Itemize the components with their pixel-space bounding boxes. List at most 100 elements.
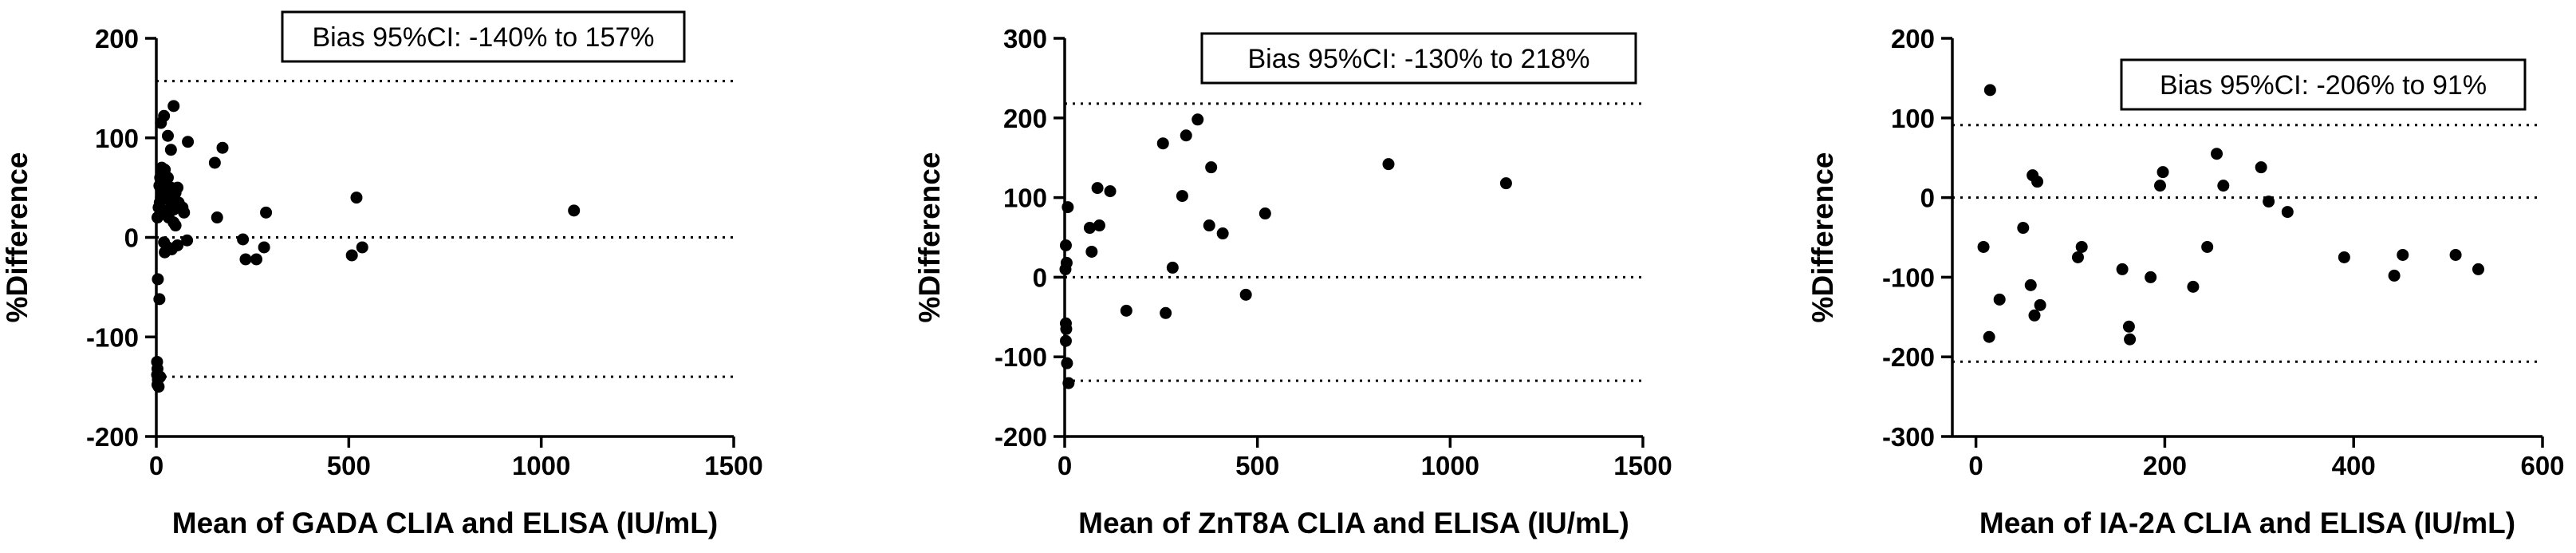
y-tick-label: 100 <box>1891 104 1935 133</box>
data-point <box>152 273 164 286</box>
data-point <box>2017 222 2030 235</box>
bias-annotation-text: Bias 95%CI: -206% to 91% <box>2160 70 2487 101</box>
data-point <box>239 253 252 266</box>
y-tick-label: 200 <box>1891 24 1935 53</box>
y-axis-title: %Difference <box>913 152 946 323</box>
data-point <box>1205 161 1218 174</box>
data-point <box>2024 278 2037 291</box>
data-point <box>161 172 174 184</box>
data-point <box>345 249 358 262</box>
data-point <box>1983 330 1995 343</box>
data-point <box>1083 222 1096 235</box>
data-point <box>1499 177 1512 190</box>
data-point <box>1382 158 1395 171</box>
y-axis-title: %Difference <box>1806 152 1839 323</box>
data-point <box>181 234 194 247</box>
bias-annotation-box <box>281 10 686 63</box>
data-point <box>2217 180 2230 192</box>
data-point <box>1216 227 1229 240</box>
data-point <box>1203 219 1215 232</box>
y-tick-label: 200 <box>95 24 139 53</box>
data-point <box>2449 248 2462 261</box>
data-point <box>1993 293 2006 306</box>
data-point <box>1091 182 1104 195</box>
y-tick-label: -100 <box>1882 263 1935 292</box>
x-tick-label: 1000 <box>1421 451 1479 480</box>
x-axis-title: Mean of GADA CLIA and ELISA (IU/mL) <box>172 507 718 539</box>
data-point <box>2255 161 2267 174</box>
y-tick-label: 300 <box>1003 24 1047 53</box>
x-tick-label: 500 <box>327 451 371 480</box>
x-tick-label: 1500 <box>704 451 762 480</box>
y-tick-label: 200 <box>1003 104 1047 133</box>
data-point <box>1060 256 1073 269</box>
chart-panel-3: -300 -200 -100 0 100 200 0 200 400 600 Bias 95%CI:… <box>1806 24 2565 539</box>
data-point <box>182 136 195 148</box>
data-point <box>2397 248 2409 261</box>
data-point <box>2153 180 2166 192</box>
data-point <box>350 192 363 204</box>
data-point <box>1160 306 1172 319</box>
x-tick-label: 200 <box>2143 451 2187 480</box>
data-point <box>216 141 229 154</box>
y-tick-label: -300 <box>1882 422 1935 452</box>
data-point <box>1180 129 1192 142</box>
data-point <box>1983 84 1996 97</box>
data-point <box>2075 240 2088 253</box>
data-point <box>2122 320 2135 333</box>
data-point <box>2034 298 2046 311</box>
data-point <box>2388 269 2401 282</box>
x-axis-title: Mean of ZnT8A CLIA and ELISA (IU/mL) <box>1078 507 1629 539</box>
x-axis-title: Mean of IA-2A CLIA and ELISA (IU/mL) <box>1979 507 2515 539</box>
data-point <box>2338 251 2350 263</box>
data-point <box>2187 280 2200 293</box>
data-point <box>2201 240 2214 253</box>
bias-annotation-box <box>1200 32 1637 85</box>
data-point <box>2211 148 2223 160</box>
x-tick-label: 600 <box>2520 451 2564 480</box>
data-point <box>152 381 165 393</box>
data-point <box>1977 240 1990 253</box>
data-point <box>1059 334 1072 347</box>
data-point <box>2263 196 2275 208</box>
data-point <box>1104 185 1117 198</box>
data-point <box>1062 377 1075 389</box>
data-point <box>1093 219 1105 232</box>
y-tick-label: 100 <box>95 124 139 153</box>
data-point <box>171 181 184 194</box>
data-point <box>154 370 167 383</box>
x-tick-label: 0 <box>149 451 163 480</box>
data-point <box>2116 263 2129 275</box>
data-point <box>178 206 191 219</box>
data-point <box>2124 333 2137 346</box>
y-tick-label: 0 <box>1920 184 1935 213</box>
y-tick-label: -200 <box>995 422 1047 452</box>
data-point <box>164 144 177 156</box>
data-point <box>2281 206 2294 219</box>
x-tick-label: 0 <box>1968 451 1983 480</box>
data-point <box>237 233 250 246</box>
data-point <box>169 219 182 232</box>
data-point <box>2071 251 2084 263</box>
y-tick-label: 0 <box>1033 263 1047 292</box>
y-axis-title: %Difference <box>1 152 33 323</box>
data-point <box>356 241 368 254</box>
data-point <box>2145 271 2157 283</box>
x-tick-label: 1000 <box>512 451 570 480</box>
data-point <box>167 100 180 113</box>
data-point <box>260 206 273 219</box>
data-point <box>1085 245 1098 258</box>
data-point <box>2157 166 2169 179</box>
x-tick-label: 1500 <box>1613 451 1672 480</box>
data-point <box>171 239 184 251</box>
data-point <box>1062 201 1074 214</box>
x-tick-label: 500 <box>1235 451 1279 480</box>
data-point <box>1061 357 1073 369</box>
data-point <box>2028 309 2041 322</box>
data-point <box>1176 190 1188 203</box>
y-tick-label: -100 <box>995 342 1047 372</box>
y-tick-label: -200 <box>86 422 139 452</box>
y-tick-label: 100 <box>1003 184 1047 213</box>
data-point <box>1191 113 1204 126</box>
